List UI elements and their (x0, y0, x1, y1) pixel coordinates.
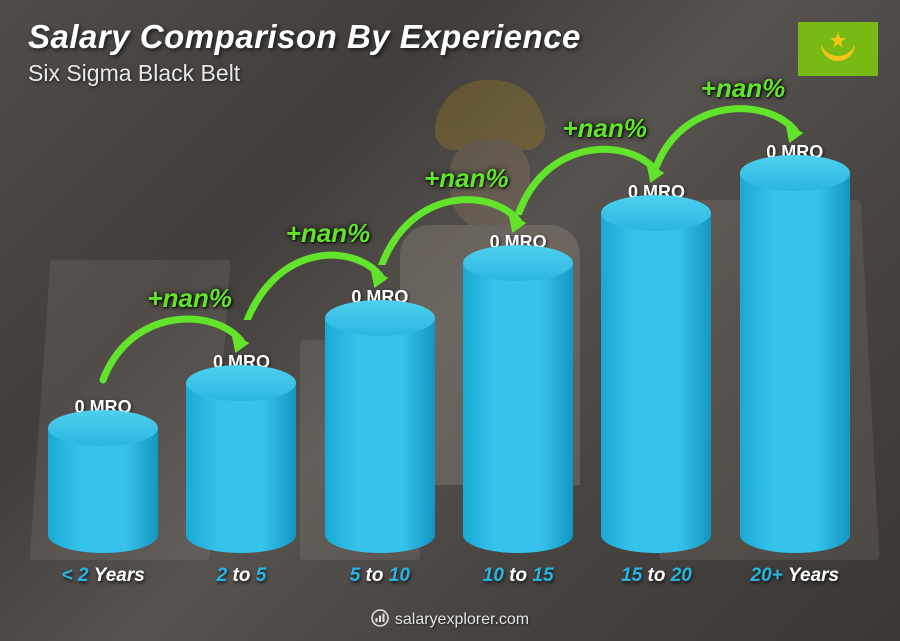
footer-site: salaryexplorer.com (395, 611, 529, 628)
bar-1: 0 MRO (172, 352, 310, 553)
x-axis-label: < 2 Years (34, 565, 172, 587)
x-axis-label: 15 to 20 (587, 565, 725, 587)
country-flag (798, 22, 878, 76)
bar-shape (601, 213, 711, 553)
x-axis-label: 10 to 15 (449, 565, 587, 587)
salary-bar-chart: 0 MRO0 MRO0 MRO0 MRO0 MRO0 MRO < 2 Years… (34, 117, 864, 587)
bar-shape (186, 383, 296, 553)
bar-2: 0 MRO (311, 287, 449, 553)
bar-4: 0 MRO (587, 182, 725, 553)
bar-shape (740, 173, 850, 553)
flag-mauritania-icon (815, 26, 861, 72)
page-title: Salary Comparison By Experience (28, 18, 581, 56)
bar-shape (48, 428, 158, 553)
bar-shape (463, 263, 573, 553)
x-axis-label: 2 to 5 (172, 565, 310, 587)
logo-icon (371, 609, 389, 627)
bar-0: 0 MRO (34, 397, 172, 553)
bar-5: 0 MRO (726, 142, 864, 553)
footer-attribution: salaryexplorer.com (0, 609, 900, 629)
bar-3: 0 MRO (449, 232, 587, 553)
x-axis-label: 20+ Years (726, 565, 864, 587)
pct-change-label: +nan% (701, 73, 786, 104)
bar-shape (325, 318, 435, 553)
page-subtitle: Six Sigma Black Belt (28, 60, 240, 87)
x-axis-label: 5 to 10 (311, 565, 449, 587)
